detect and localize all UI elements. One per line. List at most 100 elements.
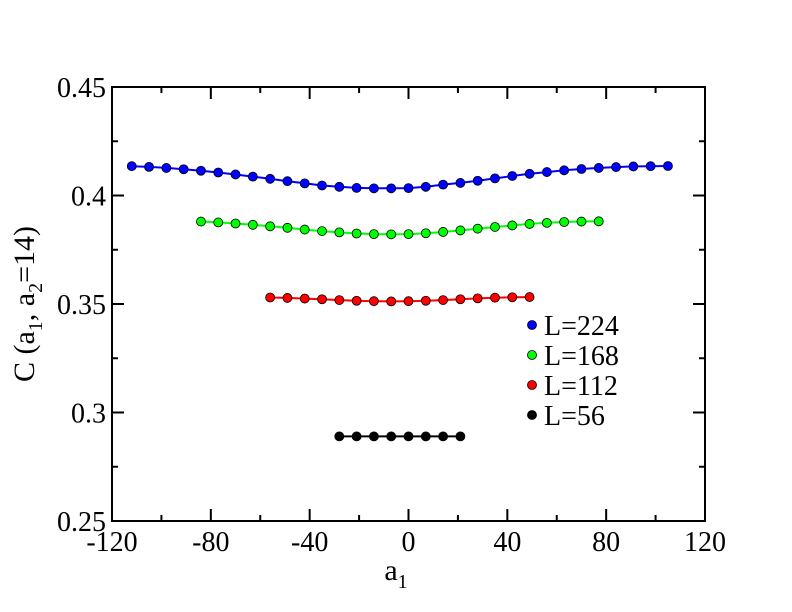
series-line [270,296,530,303]
series-L=224 [126,161,673,194]
data-point [386,183,397,194]
data-point [230,169,241,180]
y-tick-label: 0.25 [57,507,106,538]
data-point [455,178,466,188]
data-point [369,296,379,307]
legend-marker [527,380,537,390]
data-point [178,164,189,175]
x-tick-label: 120 [684,527,726,558]
y-tick-label: 0.3 [71,399,106,430]
y-axis-label: C (a1, a2=14) [8,226,47,382]
data-point [420,181,431,192]
data-point [559,165,570,176]
data-point [455,225,466,236]
data-point [472,175,483,186]
data-point [576,164,587,174]
data-point [420,431,431,442]
data-point [524,168,535,179]
data-point [472,293,483,304]
data-point [299,293,310,304]
data-point [386,296,397,307]
data-point [144,161,154,172]
data-point [334,295,345,305]
data-point [593,163,604,173]
data-point [126,161,137,172]
data-point [282,293,293,303]
series-line [131,165,668,190]
data-point [196,216,206,227]
legend-marker [527,320,537,330]
y-tick-label: 0.45 [57,73,106,104]
data-point [369,431,379,442]
data-point [317,226,327,236]
data-point [403,183,414,194]
data-point [593,216,604,227]
data-point [524,219,535,229]
data-point [334,227,345,238]
data-point [196,165,206,176]
data-point [559,217,570,227]
data-point [541,217,552,228]
data-point [161,163,172,173]
data-point [334,181,345,192]
x-tick-label: -120 [86,527,137,558]
data-point [317,294,327,305]
data-point [299,178,310,189]
x-tick-label: -40 [291,527,328,558]
data-point [524,292,535,302]
data-point [299,224,310,235]
data-point [213,167,224,178]
data-point [351,431,362,442]
data-point [386,431,397,442]
x-tick-label: -80 [192,527,229,558]
data-point [507,171,518,181]
x-axis-label: a1 [384,554,407,593]
legend-label: L=224 [544,311,619,342]
data-point [490,292,500,303]
data-point [282,176,293,187]
data-point [628,161,639,172]
data-point [369,183,379,194]
data-point [351,183,362,193]
y-tick-label: 0.35 [57,290,106,321]
data-point [265,221,276,232]
axis-ticks: -120 -80 -40 0 40 80 120 0.25 0.3 0.35 0.4 0.45 [57,73,726,558]
data-point [420,295,431,306]
x-tick-label: 80 [592,527,620,558]
data-point [230,218,241,229]
data-point [265,292,276,303]
data-point [663,161,673,171]
data-point [334,431,345,442]
data-point [438,227,448,237]
data-point [282,222,293,233]
x-tick-label: 40 [493,527,521,558]
data-point [420,228,431,239]
data-point [490,173,500,184]
series-layer [126,161,673,442]
data-point [438,179,448,190]
data-point [247,219,258,230]
data-point [472,223,483,234]
legend-label: L=112 [544,371,618,402]
data-point [438,295,448,305]
series-L=56 [334,431,466,442]
legend-label: L=168 [544,341,619,372]
data-point [611,162,621,172]
series-line [200,220,599,236]
y-tick-label: 0.4 [71,182,106,213]
data-point [403,229,414,240]
data-point [213,217,224,228]
x-tick-label: 0 [402,527,416,558]
data-point [351,295,362,306]
legend-label: L=56 [544,401,605,432]
data-point [507,292,518,303]
data-point [369,229,379,240]
data-point [317,180,327,191]
data-point [455,431,466,442]
data-point [438,431,448,442]
data-point [403,296,414,307]
data-point [576,216,587,227]
series-L=112 [265,292,535,307]
